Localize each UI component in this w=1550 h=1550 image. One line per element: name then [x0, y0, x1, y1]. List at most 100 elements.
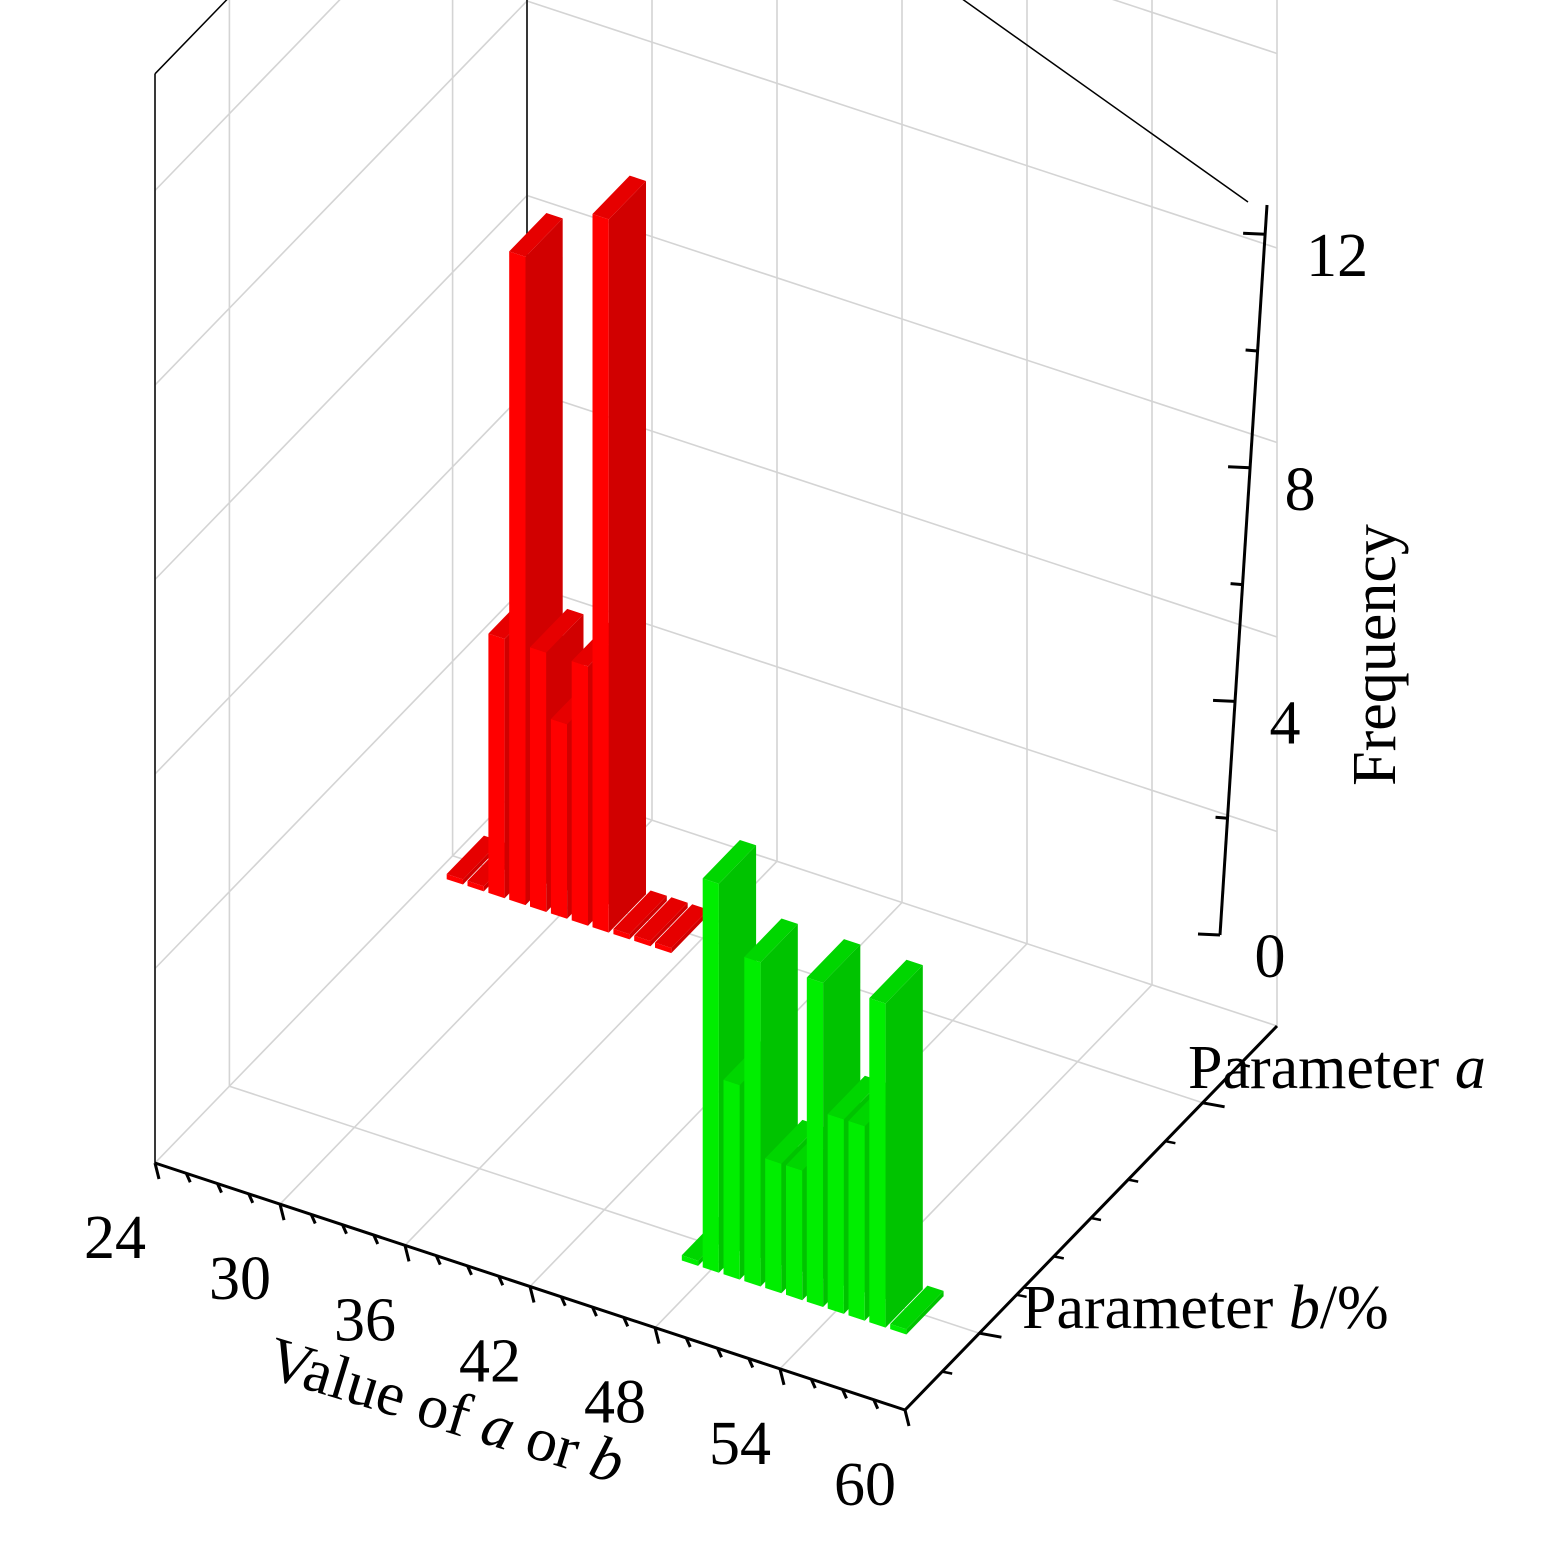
- grid-sidewall-z: [154, 389, 528, 775]
- x-tick-label: 42: [459, 1328, 521, 1396]
- bar-front-face: [786, 1165, 803, 1301]
- x-tick-label: 60: [834, 1451, 896, 1519]
- bar: [592, 175, 646, 933]
- x-major-tick: [903, 1409, 911, 1427]
- x-major-tick: [403, 1244, 411, 1262]
- x-major-tick: [153, 1162, 161, 1180]
- x-minor-tick: [247, 1193, 255, 1204]
- bar-front-face: [550, 719, 568, 919]
- y-minor-tick: [1165, 1139, 1176, 1145]
- bars: [446, 175, 944, 1335]
- bar-side-face: [629, 895, 667, 940]
- grid-backwall-z: [526, 583, 1278, 833]
- bar-top-face: [890, 1285, 944, 1330]
- bar-side-face: [906, 1290, 944, 1335]
- z-major-tick: [1212, 698, 1236, 703]
- bar-top-face: [655, 904, 709, 948]
- bar-front-face: [681, 1255, 699, 1266]
- x-major-tick: [278, 1203, 286, 1221]
- z-tick-label: 0: [1255, 923, 1286, 991]
- z-major-tick: [1197, 932, 1221, 937]
- bar-side-face: [885, 965, 923, 1328]
- x-minor-tick: [341, 1224, 348, 1235]
- bar-front-face: [869, 998, 886, 1328]
- bar-top-face: [509, 213, 563, 257]
- x-minor-tick: [559, 1296, 567, 1307]
- bar: [890, 1285, 944, 1335]
- x-minor-tick: [809, 1378, 817, 1389]
- y-category-label: Parameter a: [1188, 1034, 1486, 1102]
- y-category-label: Parameter b/%: [1022, 1274, 1389, 1342]
- y-minor-tick: [1090, 1216, 1102, 1222]
- x-minor-tick: [309, 1213, 317, 1225]
- bar-front-face: [655, 942, 672, 954]
- z-major-tick: [1228, 465, 1251, 470]
- x-tick-label: 30: [209, 1245, 271, 1313]
- x-minor-tick: [747, 1357, 755, 1369]
- bar-front-face: [488, 633, 505, 899]
- z-minor-tick: [1215, 815, 1228, 820]
- bar-front-face: [509, 251, 526, 906]
- bar-front-face: [765, 1158, 782, 1294]
- x-major-tick: [528, 1286, 536, 1303]
- y-category-label-part: Parameter: [1188, 1034, 1455, 1102]
- y-category-label-part: /%: [1320, 1274, 1389, 1342]
- bar-front-face: [530, 647, 547, 912]
- bar-side-face: [608, 181, 646, 933]
- x-minor-tick: [841, 1388, 848, 1400]
- y-minor-tick: [941, 1370, 953, 1375]
- bar-front-face: [446, 874, 463, 885]
- y-minor-tick: [1016, 1293, 1027, 1299]
- grid-backwall-z: [526, 194, 1278, 444]
- grid-floor-x: [154, 778, 528, 1164]
- x-major-tick: [778, 1368, 786, 1386]
- grid-backwall-z: [526, 0, 1278, 249]
- bar: [613, 890, 667, 940]
- bar-front-face: [848, 1120, 865, 1321]
- bar-top-face: [446, 835, 501, 880]
- x-tick-label: 24: [84, 1204, 146, 1272]
- bar-top-face: [592, 175, 646, 220]
- y-minor-tick: [1053, 1255, 1065, 1260]
- bar-top-face: [634, 897, 688, 942]
- grid-backwall-z: [1111, 0, 1278, 55]
- x-minor-tick: [716, 1347, 723, 1358]
- bar-front-face: [723, 1079, 740, 1280]
- x-minor-tick: [466, 1265, 473, 1276]
- grid-backwall-z: [526, 389, 1278, 638]
- z-major-tick: [1243, 231, 1266, 236]
- z-minor-tick: [1230, 582, 1243, 587]
- bar-front-face: [744, 956, 761, 1287]
- bar-top-face: [702, 840, 757, 884]
- x-minor-tick: [184, 1172, 192, 1183]
- z-minor-tick: [1245, 348, 1258, 353]
- grid-sidewall-z: [154, 583, 528, 970]
- grid-floor-depth: [526, 778, 1278, 1027]
- bar-top-face: [806, 939, 861, 983]
- x-minor-tick: [497, 1275, 505, 1286]
- bar: [634, 897, 688, 947]
- x-minor-tick: [372, 1234, 380, 1245]
- z-tick-label: 4: [1270, 689, 1301, 757]
- box-edge-top-left: [154, 0, 228, 75]
- bar: [655, 904, 709, 954]
- bar-series: [681, 840, 944, 1335]
- x-minor-tick: [434, 1255, 442, 1266]
- z-axis-line: [1218, 204, 1269, 936]
- x-minor-tick: [872, 1399, 880, 1410]
- bar-front-face: [613, 928, 630, 940]
- grid-sidewall-z: [154, 0, 341, 192]
- x-minor-tick: [216, 1182, 223, 1194]
- y-category-tick: [979, 1331, 1002, 1339]
- x-axis-title: Value of a or b: [260, 1324, 632, 1497]
- bar-front-face: [571, 661, 588, 926]
- bar: [869, 959, 923, 1328]
- x-tick-label: 36: [334, 1286, 396, 1354]
- bar-front-face: [634, 935, 651, 947]
- z-tick-label: 8: [1285, 456, 1316, 524]
- x-tick-label: 54: [709, 1410, 771, 1478]
- bar-top-face: [765, 1119, 819, 1164]
- box-edge-top-back: [962, 0, 1249, 203]
